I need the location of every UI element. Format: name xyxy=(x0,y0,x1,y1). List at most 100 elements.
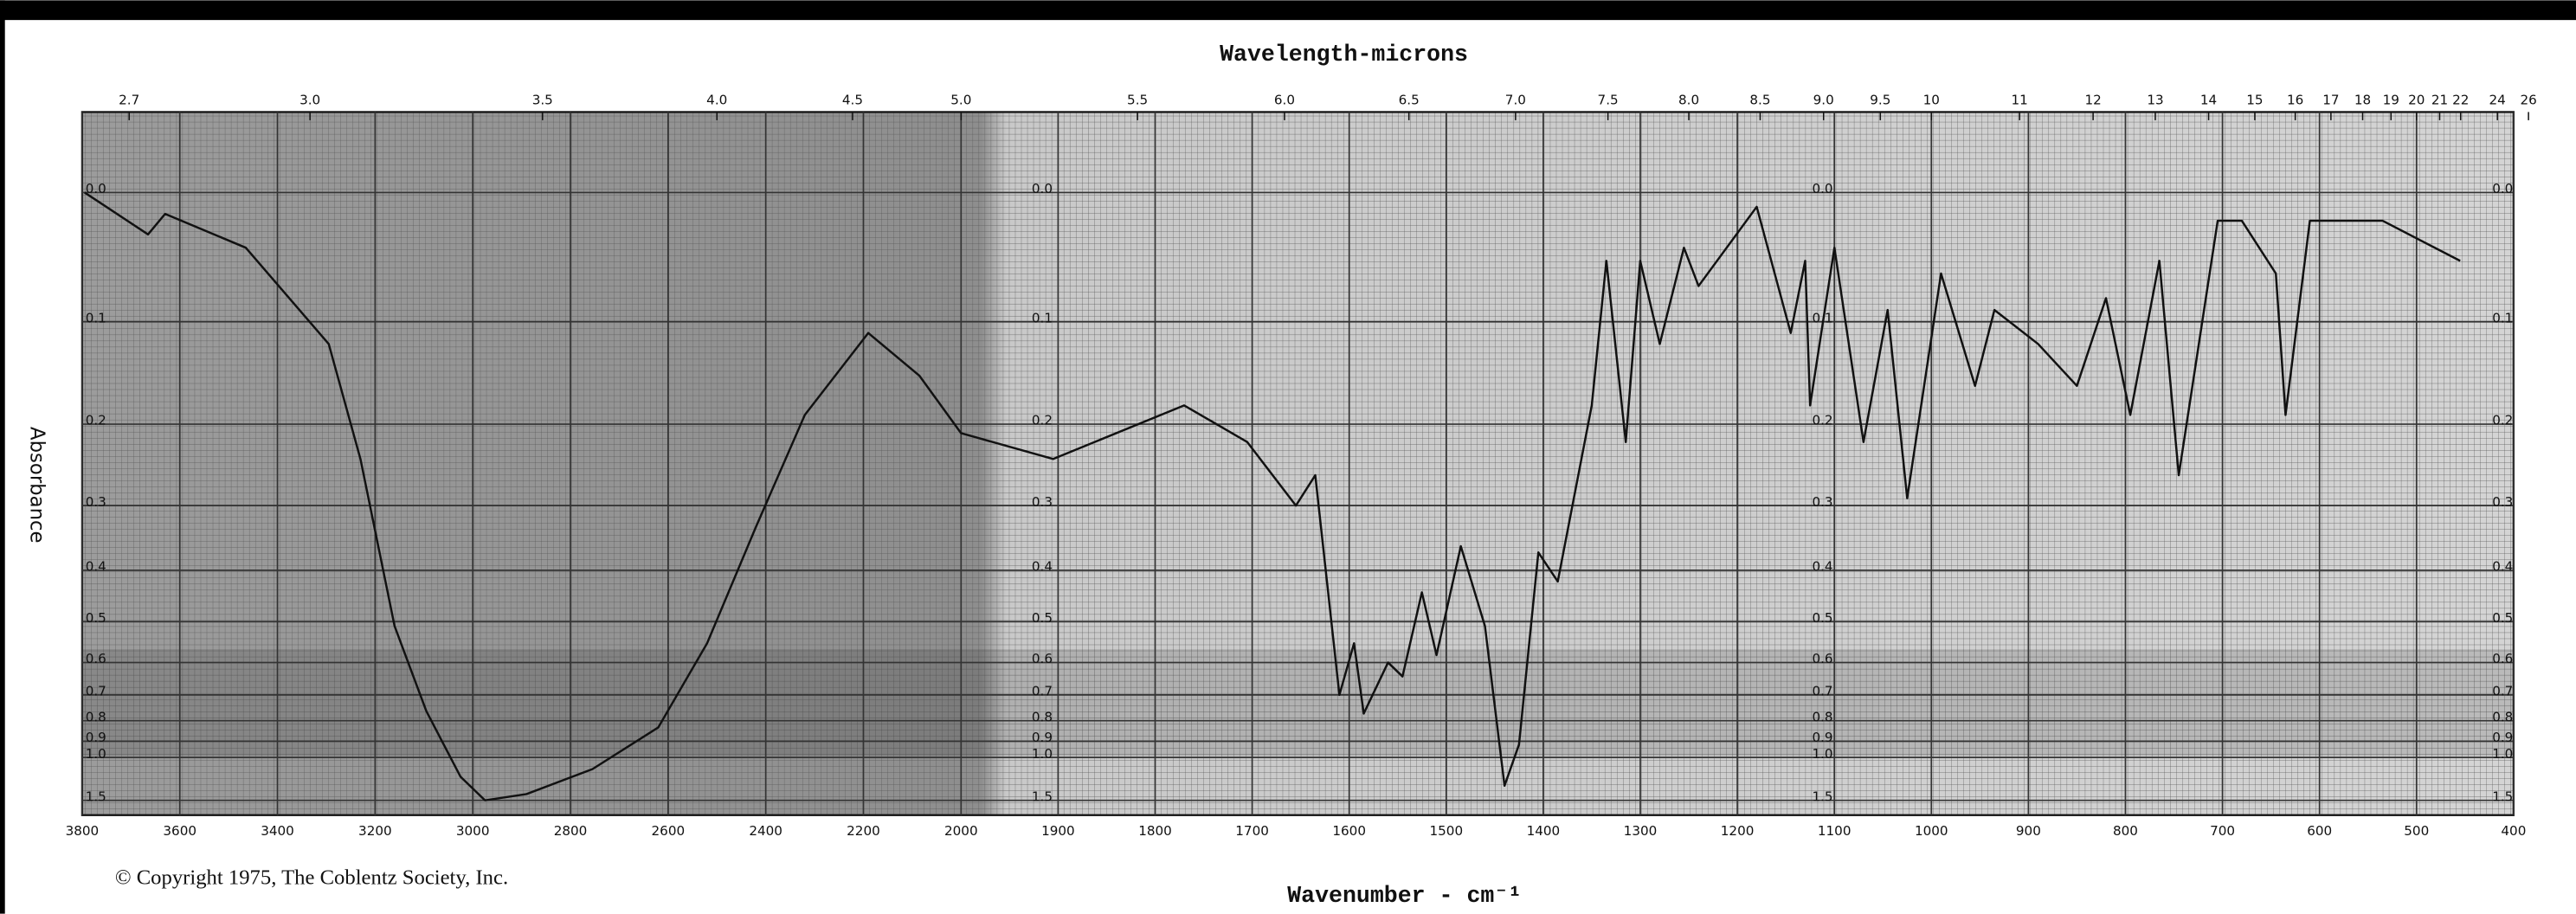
y-tick-label: 0.6 xyxy=(2492,651,2513,666)
x-tick-label: 900 xyxy=(2016,823,2041,839)
x-tick-label: 2000 xyxy=(944,823,978,839)
chart-paper-grid xyxy=(81,112,2514,815)
y-tick-label: 1.0 xyxy=(86,746,106,762)
y-tick-label: 0.5 xyxy=(86,610,106,626)
x2-tick-label: 4.5 xyxy=(842,93,863,108)
y-tick-label: 0.9 xyxy=(2492,730,2513,745)
y-tick-label: 0.4 xyxy=(86,559,106,575)
y-axis-label: Absorbance xyxy=(25,427,48,544)
x2-tick-label: 24 xyxy=(2489,93,2506,108)
x2-tick-label: 7.5 xyxy=(1598,93,1619,108)
y-tick-label: 0.5 xyxy=(2492,610,2513,626)
x2-tick-label: 5.5 xyxy=(1127,93,1148,108)
y-tick-label: 1.5 xyxy=(2492,788,2513,804)
y-tick-label: 0.6 xyxy=(86,651,106,666)
x2-tick-label: 6.5 xyxy=(1399,93,1420,108)
x-tick-label: 700 xyxy=(2210,823,2235,839)
x2-tick-label: 17 xyxy=(2322,93,2339,108)
x-axis-label: Wavenumber - cm⁻¹ xyxy=(1287,883,1522,909)
y-tick-label: 0.1 xyxy=(86,310,106,325)
x-tick-label: 2800 xyxy=(554,823,588,839)
x-tick-label: 1100 xyxy=(1818,823,1852,839)
x2-tick-label: 12 xyxy=(2084,93,2101,108)
x2-tick-label: 13 xyxy=(2147,93,2163,108)
y-tick-label: 0.6 xyxy=(1032,651,1053,666)
x2-tick-label: 3.0 xyxy=(299,93,320,108)
x2-tick-label: 7.0 xyxy=(1505,93,1526,108)
y-tick-label: 0.2 xyxy=(1812,413,1832,428)
x-tick-label: 3800 xyxy=(66,823,100,839)
y-tick-label: 0.8 xyxy=(1812,709,1832,724)
y-tick-label: 0.9 xyxy=(1032,730,1053,745)
y-tick-label: 0.7 xyxy=(1032,684,1053,699)
x-tick-label: 1300 xyxy=(1624,823,1658,839)
x-tick-label: 1700 xyxy=(1235,823,1269,839)
x2-tick-label: 3.5 xyxy=(532,93,553,108)
y-tick-label: 0.3 xyxy=(1032,494,1053,510)
x2-tick-label: 6.0 xyxy=(1274,93,1295,108)
x2-tick-label: 5.0 xyxy=(950,93,971,108)
x-tick-label: 1500 xyxy=(1429,823,1463,839)
y-tick-label: 0.3 xyxy=(1812,494,1832,510)
y-tick-label: 0.1 xyxy=(1032,310,1053,325)
paper-band xyxy=(81,649,2514,756)
y-tick-label: 1.5 xyxy=(86,788,106,804)
y-tick-label: 0.9 xyxy=(1812,730,1832,745)
x-tick-label: 600 xyxy=(2307,823,2332,839)
spectrum-line xyxy=(84,191,2461,801)
x2-tick-label: 22 xyxy=(2452,93,2469,108)
x-tick-label: 500 xyxy=(2404,823,2429,839)
x2-tick-label: 16 xyxy=(2287,93,2303,108)
y-tick-label: 0.5 xyxy=(1032,610,1053,626)
x2-tick-label: 9.5 xyxy=(1870,93,1890,108)
x-tick-label: 3400 xyxy=(261,823,294,839)
y-tick-label: 0.8 xyxy=(2492,709,2513,724)
y-tick-label: 0.7 xyxy=(2492,684,2513,699)
x-tick-label: 3000 xyxy=(456,823,490,839)
x-tick-label: 2600 xyxy=(652,823,686,839)
y-tick-label: 0.0 xyxy=(1812,181,1832,196)
x-tick-label: 1400 xyxy=(1527,823,1561,839)
x2-tick-label: 15 xyxy=(2246,93,2263,108)
x-tick-label: 1600 xyxy=(1332,823,1366,839)
y-tick-label: 0.9 xyxy=(86,730,106,745)
x-tick-label: 3200 xyxy=(358,823,392,839)
y-tick-label: 0.4 xyxy=(1812,559,1832,575)
x-tick-label: 1800 xyxy=(1138,823,1172,839)
left-edge xyxy=(0,0,5,914)
y-tick-label: 1.0 xyxy=(2492,746,2513,762)
x2-tick-label: 10 xyxy=(1923,93,1940,108)
x-tick-label: 3600 xyxy=(163,823,196,839)
y-tick-label: 1.5 xyxy=(1812,788,1832,804)
y-tick-label: 0.3 xyxy=(2492,494,2513,510)
y-tick-label: 0.5 xyxy=(1812,610,1832,626)
x2-tick-label: 18 xyxy=(2354,93,2371,108)
x2-tick-label: 9.0 xyxy=(1813,93,1834,108)
y-tick-label: 0.7 xyxy=(86,684,106,699)
x-tick-label: 1900 xyxy=(1041,823,1075,839)
y-tick-label: 0.8 xyxy=(1032,709,1053,724)
y-tick-label: 0.6 xyxy=(1812,651,1832,666)
x2-tick-label: 8.0 xyxy=(1678,93,1699,108)
y-tick-label: 0.2 xyxy=(2492,413,2513,428)
x-tick-label: 800 xyxy=(2113,823,2138,839)
y-tick-label: 0.0 xyxy=(2492,181,2513,196)
x2-tick-label: 8.5 xyxy=(1749,93,1770,108)
x2-tick-label: 11 xyxy=(2012,93,2028,108)
x2-tick-label: 26 xyxy=(2520,93,2536,108)
top-band xyxy=(0,0,2576,21)
copyright: © Copyright 1975, The Coblentz Society, … xyxy=(115,866,508,889)
y-tick-label: 1.5 xyxy=(1032,788,1053,804)
y-tick-label: 0.2 xyxy=(1032,413,1053,428)
x-tick-label: 2400 xyxy=(749,823,782,839)
x2-tick-label: 20 xyxy=(2408,93,2425,108)
y-tick-label: 0.7 xyxy=(1812,684,1832,699)
chart-title: Wavelength-microns xyxy=(1220,42,1468,68)
x-tick-label: 1000 xyxy=(1915,823,1948,839)
x2-tick-label: 19 xyxy=(2383,93,2399,108)
y-tick-label: 0.0 xyxy=(86,181,106,196)
x2-tick-label: 21 xyxy=(2431,93,2448,108)
x-tick-label: 2200 xyxy=(847,823,880,839)
x2-tick-label: 4.0 xyxy=(706,93,727,108)
